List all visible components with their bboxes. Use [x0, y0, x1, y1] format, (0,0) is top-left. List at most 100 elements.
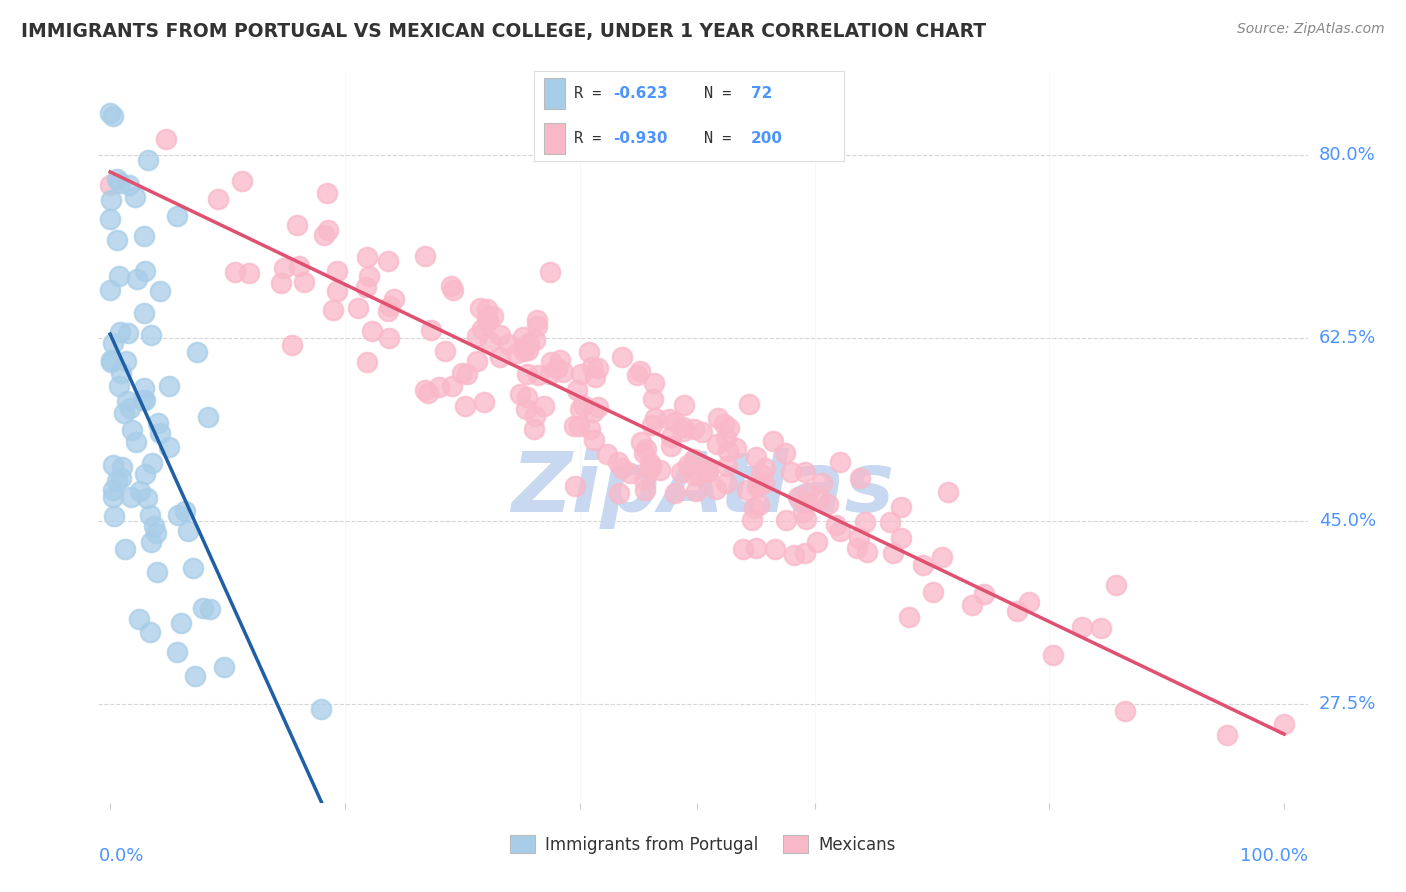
Point	[118, 401, 141, 416]
Point	[824, 517, 846, 532]
Point	[377, 254, 399, 268]
Point	[517, 335, 540, 350]
Point	[912, 558, 935, 573]
Point	[638, 462, 661, 476]
Point	[619, 466, 641, 480]
Point	[669, 465, 692, 479]
Point	[516, 338, 538, 352]
Point	[356, 355, 378, 369]
Point	[146, 416, 169, 430]
Point	[132, 381, 155, 395]
Point	[794, 465, 817, 479]
Point	[281, 337, 304, 351]
Point	[326, 284, 349, 298]
Point	[117, 178, 139, 192]
Point	[105, 172, 128, 186]
Point	[633, 445, 655, 459]
Point	[763, 542, 786, 557]
Point	[472, 395, 495, 409]
Point	[848, 531, 870, 545]
Point	[506, 345, 529, 359]
Point	[141, 456, 163, 470]
Point	[347, 301, 370, 315]
Point	[716, 475, 738, 490]
Point	[696, 465, 718, 479]
Point	[477, 311, 499, 326]
Text: Source: ZipAtlas.com: Source: ZipAtlas.com	[1237, 22, 1385, 37]
Point	[134, 264, 156, 278]
Point	[586, 400, 609, 414]
Point	[184, 669, 207, 683]
Point	[724, 442, 747, 456]
Point	[792, 505, 814, 519]
Point	[1042, 648, 1064, 663]
Point	[356, 250, 378, 264]
Point	[787, 491, 810, 505]
Point	[478, 335, 501, 350]
Point	[676, 458, 699, 473]
Point	[706, 437, 728, 451]
Point	[377, 304, 399, 318]
Point	[110, 471, 132, 485]
Point	[578, 344, 600, 359]
Point	[636, 442, 658, 457]
Point	[471, 322, 494, 336]
Point	[198, 601, 221, 615]
Point	[806, 534, 828, 549]
Bar	[544, 122, 565, 153]
Point	[641, 418, 664, 433]
Point	[316, 186, 339, 200]
Point	[207, 192, 229, 206]
Point	[526, 313, 548, 327]
Point	[312, 228, 335, 243]
Text: 45.0%: 45.0%	[1319, 512, 1376, 530]
Point	[326, 263, 349, 277]
Point	[713, 417, 735, 431]
Text: 27.5%: 27.5%	[1319, 695, 1376, 713]
Point	[292, 275, 315, 289]
Point	[733, 542, 755, 557]
Point	[830, 524, 852, 538]
Point	[644, 410, 666, 425]
Point	[638, 456, 661, 470]
Point	[128, 483, 150, 498]
Point	[100, 211, 122, 226]
Point	[524, 409, 547, 423]
Point	[413, 248, 436, 262]
Point	[101, 109, 124, 123]
Point	[132, 306, 155, 320]
Point	[794, 511, 817, 525]
Point	[745, 450, 768, 465]
Point	[564, 419, 586, 434]
Point	[773, 446, 796, 460]
Point	[633, 473, 655, 487]
Point	[98, 283, 121, 297]
Point	[167, 508, 190, 523]
Point	[108, 269, 131, 284]
Point	[856, 545, 879, 559]
Point	[322, 303, 344, 318]
Point	[125, 435, 148, 450]
Text: 200: 200	[751, 131, 783, 145]
Point	[125, 272, 148, 286]
Point	[316, 223, 339, 237]
Point	[717, 444, 740, 458]
Point	[568, 419, 591, 434]
Point	[688, 468, 710, 483]
Point	[848, 470, 870, 484]
Point	[747, 480, 769, 494]
Point	[754, 476, 776, 491]
Text: 0.0%: 0.0%	[98, 847, 143, 864]
Point	[695, 461, 717, 475]
Point	[551, 365, 574, 379]
Point	[565, 384, 588, 398]
Point	[1071, 620, 1094, 634]
Point	[735, 483, 758, 498]
Point	[110, 367, 132, 381]
Point	[107, 474, 129, 488]
Text: N =: N =	[704, 87, 741, 101]
Point	[114, 406, 136, 420]
Text: 72: 72	[751, 87, 772, 101]
Point	[110, 460, 132, 475]
Point	[170, 615, 193, 630]
